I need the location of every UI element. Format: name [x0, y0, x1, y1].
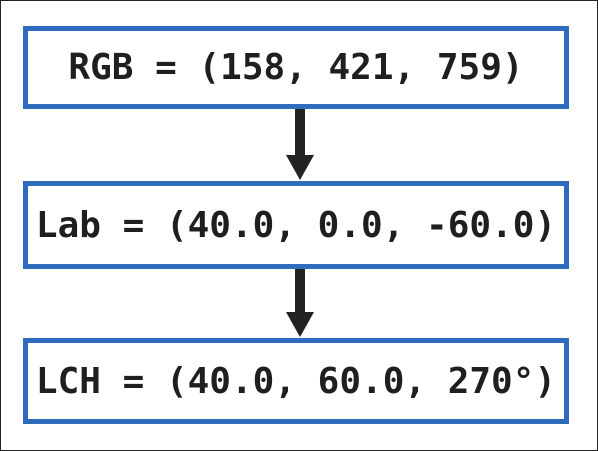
lch-label: LCH = (40.0, 60.0, 270°) [35, 360, 557, 402]
lab-label: Lab = (40.0, 0.0, -60.0) [35, 204, 557, 246]
lch-box: LCH = (40.0, 60.0, 270°) [23, 338, 569, 424]
arrow-down-icon [282, 109, 318, 181]
arrow-down-icon [282, 269, 318, 338]
rgb-label: RGB = (158, 421, 759) [68, 47, 524, 88]
rgb-box: RGB = (158, 421, 759) [23, 26, 569, 109]
lab-box: Lab = (40.0, 0.0, -60.0) [23, 181, 569, 269]
